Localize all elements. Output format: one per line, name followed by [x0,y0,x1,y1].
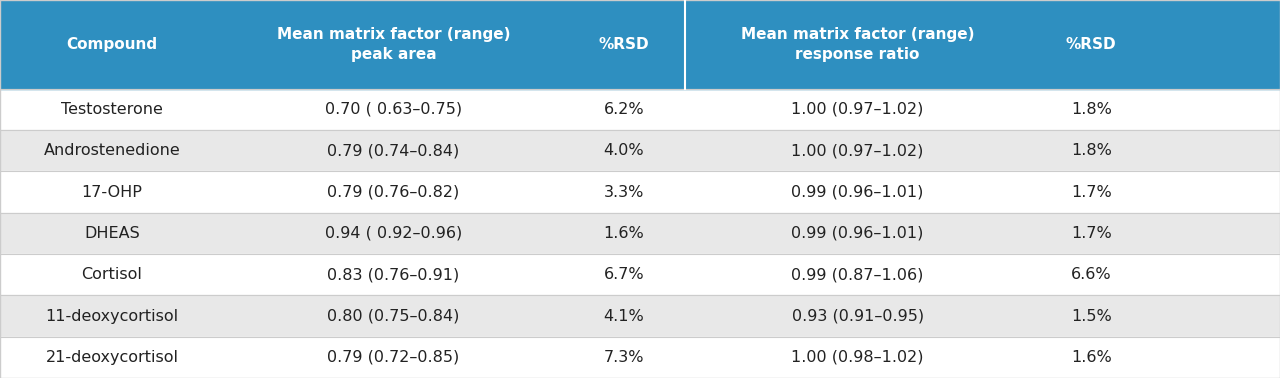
Bar [0,295,1280,337]
Bar [0,337,1280,378]
Text: 0.83 (0.76–0.91): 0.83 (0.76–0.91) [328,267,460,282]
Text: 6.7%: 6.7% [604,267,644,282]
Text: 1.7%: 1.7% [1071,226,1111,241]
Text: 4.0%: 4.0% [604,143,644,158]
Text: 6.6%: 6.6% [1071,267,1111,282]
Text: 1.7%: 1.7% [1071,184,1111,200]
Text: 1.8%: 1.8% [1071,102,1111,117]
Text: 0.99 (0.96–1.01): 0.99 (0.96–1.01) [791,184,924,200]
Text: 0.99 (0.96–1.01): 0.99 (0.96–1.01) [791,226,924,241]
Text: 0.79 (0.72–0.85): 0.79 (0.72–0.85) [328,350,460,365]
Text: Compound: Compound [67,37,157,52]
Text: 1.5%: 1.5% [1071,308,1111,324]
Text: 0.70 ( 0.63–0.75): 0.70 ( 0.63–0.75) [325,102,462,117]
Text: 6.2%: 6.2% [604,102,644,117]
Text: 17-OHP: 17-OHP [82,184,142,200]
Text: Mean matrix factor (range)
response ratio: Mean matrix factor (range) response rati… [741,27,974,62]
Text: Testosterone: Testosterone [61,102,163,117]
Text: 11-deoxycortisol: 11-deoxycortisol [45,308,179,324]
Text: 1.6%: 1.6% [1071,350,1111,365]
Text: 0.99 (0.87–1.06): 0.99 (0.87–1.06) [791,267,924,282]
Bar [0,0,1280,89]
Text: 1.8%: 1.8% [1071,143,1111,158]
Bar [0,89,1280,130]
Text: 0.93 (0.91–0.95): 0.93 (0.91–0.95) [791,308,924,324]
Text: Cortisol: Cortisol [82,267,142,282]
Text: %RSD: %RSD [599,37,649,52]
Text: 4.1%: 4.1% [604,308,644,324]
Text: 0.94 ( 0.92–0.96): 0.94 ( 0.92–0.96) [325,226,462,241]
Text: 21-deoxycortisol: 21-deoxycortisol [46,350,178,365]
Text: Mean matrix factor (range)
peak area: Mean matrix factor (range) peak area [276,27,511,62]
Text: DHEAS: DHEAS [84,226,140,241]
Bar [0,213,1280,254]
Text: 1.00 (0.98–1.02): 1.00 (0.98–1.02) [791,350,924,365]
Text: Androstenedione: Androstenedione [44,143,180,158]
Text: 7.3%: 7.3% [604,350,644,365]
Text: 1.00 (0.97–1.02): 1.00 (0.97–1.02) [791,102,924,117]
Text: %RSD: %RSD [1066,37,1116,52]
Text: 0.79 (0.74–0.84): 0.79 (0.74–0.84) [328,143,460,158]
Bar [0,172,1280,213]
Text: 1.00 (0.97–1.02): 1.00 (0.97–1.02) [791,143,924,158]
Text: 0.80 (0.75–0.84): 0.80 (0.75–0.84) [328,308,460,324]
Bar [0,130,1280,172]
Text: 3.3%: 3.3% [604,184,644,200]
Text: 0.79 (0.76–0.82): 0.79 (0.76–0.82) [328,184,460,200]
Bar [0,254,1280,295]
Text: 1.6%: 1.6% [604,226,644,241]
